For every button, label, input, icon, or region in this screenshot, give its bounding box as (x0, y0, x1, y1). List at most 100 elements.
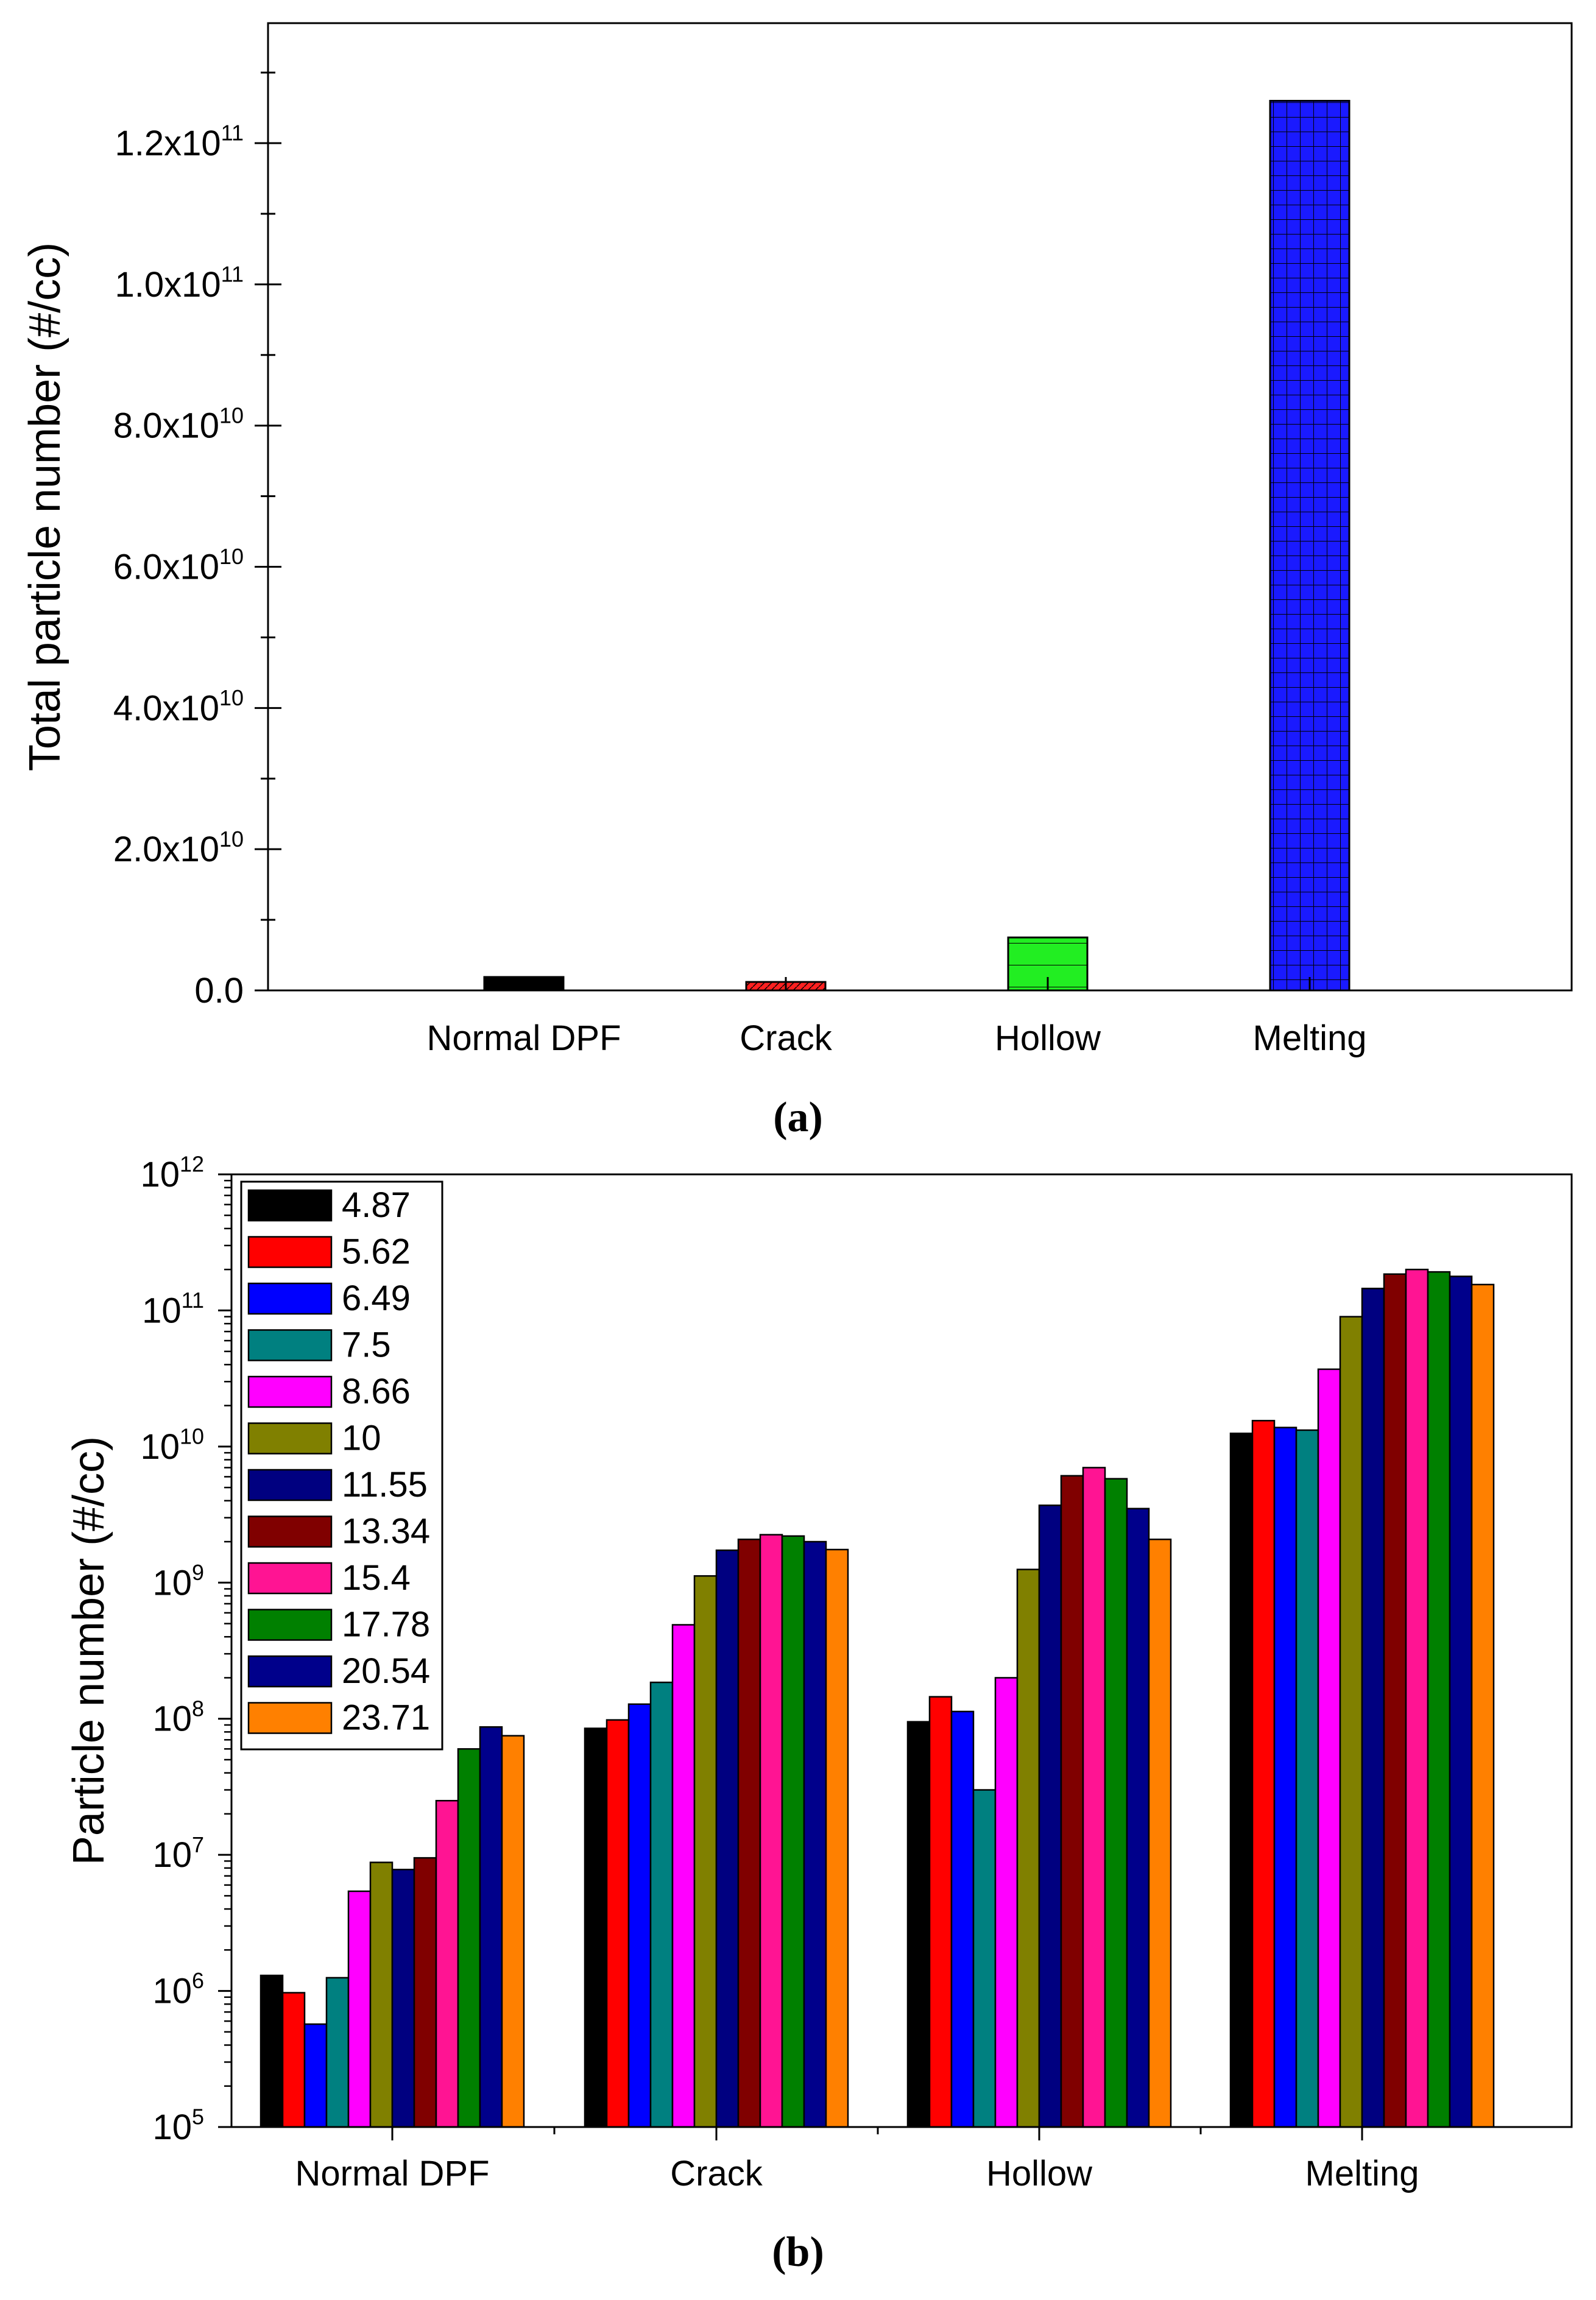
panel-a: 0.0 2.0x1010 4.0x1010 6.0x1010 8.0x1010 1.0x1… (21, 22, 1573, 1141)
panel-b-bar-hollow-23.71 (1148, 1538, 1172, 2128)
panel-b-bar-melting-4.87 (1229, 1432, 1254, 2128)
panel-b-bar-normal-dpf-20.54 (479, 1726, 503, 2128)
panel-b-legend-swatch-13.34 (247, 1515, 333, 1548)
panel-a-x-tick-label: Hollow (995, 1018, 1101, 1058)
panel-a-y-tick-label: 0.0 (194, 971, 244, 1011)
panel-b-bar-hollow-7.5 (972, 1789, 997, 2128)
panel-b-legend-label-5.62: 5.62 (342, 1232, 411, 1272)
panel-b-legend-swatch-11.55 (247, 1469, 333, 1501)
panel-b-bar-melting-5.62 (1251, 1420, 1276, 2128)
panel-b-y-tick-label: 108 (152, 1696, 204, 1738)
panel-b-y-tick-label: 1010 (140, 1423, 204, 1466)
panel-a-caption: (a) (773, 1094, 823, 1141)
panel-b-legend-label-15.4: 15.4 (342, 1558, 411, 1598)
panel-b-bar-hollow-4.87 (906, 1721, 931, 2128)
panel-a-plot-frame (267, 22, 1573, 992)
panel-b-legend-label-11.55: 11.55 (342, 1465, 428, 1505)
panel-b-bar-crack-4.87 (584, 1727, 608, 2128)
panel-b-y-tick-label: 1011 (142, 1288, 204, 1330)
panel-b-legend-swatch-17.78 (247, 1609, 333, 1641)
panel-b-legend-swatch-7.5 (247, 1329, 333, 1361)
panel-a-y-tick-label: 1.0x1011 (115, 262, 244, 305)
panel-b-bar-melting-8.66 (1317, 1368, 1341, 2128)
panel-b-legend-label-13.34: 13.34 (342, 1512, 430, 1551)
panel-b-legend-swatch-20.54 (247, 1655, 333, 1688)
panel-a-y-ticks: 0.0 2.0x1010 4.0x1010 6.0x1010 8.0x1010 1.0x1… (113, 71, 281, 1011)
panel-b-legend-swatch-23.71 (247, 1702, 333, 1734)
panel-b-x-ticks: Normal DPF Crack Hollow Melting (295, 2127, 1419, 2193)
panel-b-bar-crack-23.71 (825, 1548, 849, 2128)
panel-b-legend: 4.87 5.62 6.49 7.5 8.66 10 11.55 13.34 15.4 17.78… (240, 1180, 443, 1751)
panel-a-bars (483, 100, 1351, 992)
panel-b-legend-label-10: 10 (342, 1419, 381, 1458)
panel-b-bar-normal-dpf-10 (369, 1861, 394, 2128)
panel-b: 105 106 107 108 109 1010 1011 1012 Normal DPF Cr… (65, 1152, 1573, 2276)
panel-b-bar-normal-dpf-6.49 (303, 2023, 328, 2128)
panel-b-legend-label-17.78: 17.78 (342, 1605, 430, 1645)
panel-b-bar-hollow-17.78 (1104, 1478, 1128, 2128)
panel-b-y-tick-label: 106 (152, 1968, 204, 2011)
panel-b-y-axis-title: Particle number (#/cc) (65, 1436, 113, 1865)
panel-a-y-tick-label: 8.0x1010 (113, 403, 244, 445)
panel-b-x-tick-label: Normal DPF (295, 2154, 489, 2193)
panel-b-bar-crack-11.55 (715, 1549, 740, 2128)
panel-b-bar-melting-11.55 (1361, 1288, 1385, 2128)
panel-b-legend-label-8.66: 8.66 (342, 1372, 411, 1411)
panel-b-legend-swatch-10 (247, 1422, 333, 1455)
panel-b-legend-label-20.54: 20.54 (342, 1651, 430, 1691)
panel-b-legend-swatch-6.49 (247, 1282, 333, 1315)
panel-b-bar-hollow-8.66 (994, 1677, 1019, 2128)
panel-b-bar-hollow-11.55 (1038, 1505, 1062, 2128)
panel-b-bar-normal-dpf-5.62 (281, 1992, 306, 2128)
panel-a-y-tick-label: 1.2x1011 (115, 121, 244, 163)
panel-b-x-tick-label: Crack (670, 2154, 763, 2193)
panel-b-bar-hollow-10 (1016, 1568, 1040, 2128)
panel-b-bar-hollow-15.4 (1082, 1467, 1106, 2128)
panel-b-legend-box (240, 1180, 443, 1751)
panel-b-y-ticks: 105 106 107 108 109 1010 1011 1012 (140, 1152, 231, 2147)
panel-b-bar-crack-20.54 (803, 1540, 827, 2128)
panel-b-bar-melting-20.54 (1449, 1275, 1473, 2128)
panel-b-legend-label-7.5: 7.5 (342, 1325, 391, 1365)
panel-b-legend-swatch-4.87 (247, 1189, 333, 1222)
panel-b-bar-crack-10 (693, 1575, 718, 2128)
panel-b-legend-swatch-15.4 (247, 1562, 333, 1595)
panel-b-bar-melting-7.5 (1295, 1429, 1319, 2128)
panel-b-y-tick-label: 109 (152, 1560, 204, 1603)
panel-a-bar-hatch (1270, 101, 1349, 990)
panel-b-bar-normal-dpf-23.71 (501, 1735, 525, 2128)
panel-b-bar-normal-dpf-7.5 (325, 1977, 350, 2128)
panel-a-x-ticks: Normal DPF Crack Hollow Melting (426, 977, 1366, 1058)
panel-b-y-tick-label: 1012 (140, 1152, 204, 1194)
panel-a-y-tick-label: 4.0x1010 (113, 685, 244, 728)
panel-a-y-axis-title: Total particle number (#/cc) (21, 242, 69, 771)
panel-b-bar-hollow-20.54 (1126, 1508, 1150, 2128)
panel-b-bar-melting-13.34 (1383, 1273, 1407, 2128)
panel-b-bar-crack-7.5 (649, 1681, 674, 2128)
panel-b-plot-frame (230, 1173, 1573, 2128)
panel-b-bar-crack-6.49 (627, 1703, 652, 2128)
panel-b-legend-swatch-8.66 (247, 1375, 333, 1408)
panel-b-bar-hollow-13.34 (1060, 1475, 1084, 2128)
panel-a-y-tick-label: 2.0x1010 (113, 827, 244, 869)
panel-b-bar-normal-dpf-4.87 (260, 1974, 284, 2128)
panel-b-bar-melting-6.49 (1273, 1427, 1298, 2128)
panel-b-bar-normal-dpf-11.55 (391, 1869, 415, 2128)
panel-b-y-tick-label: 105 (152, 2104, 204, 2147)
panel-b-y-tick-label: 107 (152, 1832, 204, 1875)
panel-b-bar-hollow-5.62 (928, 1696, 953, 2128)
panel-b-bar-normal-dpf-13.34 (413, 1857, 437, 2128)
panel-b-bar-crack-13.34 (737, 1538, 761, 2128)
panel-b-bar-normal-dpf-15.4 (435, 1799, 459, 2128)
panel-b-x-tick-label: Melting (1305, 2154, 1419, 2193)
panel-b-bar-crack-5.62 (606, 1719, 630, 2128)
panel-b-x-tick-label: Hollow (986, 2154, 1093, 2193)
panel-a-y-tick-label: 6.0x1010 (113, 544, 244, 587)
panel-b-bar-crack-15.4 (759, 1534, 783, 2128)
panel-b-legend-label-6.49: 6.49 (342, 1279, 411, 1318)
panel-b-bar-melting-17.78 (1427, 1271, 1451, 2128)
panel-b-bar-normal-dpf-8.66 (347, 1890, 372, 2128)
panel-b-caption: (b) (772, 2229, 824, 2276)
panel-b-bar-melting-23.71 (1471, 1283, 1495, 2128)
